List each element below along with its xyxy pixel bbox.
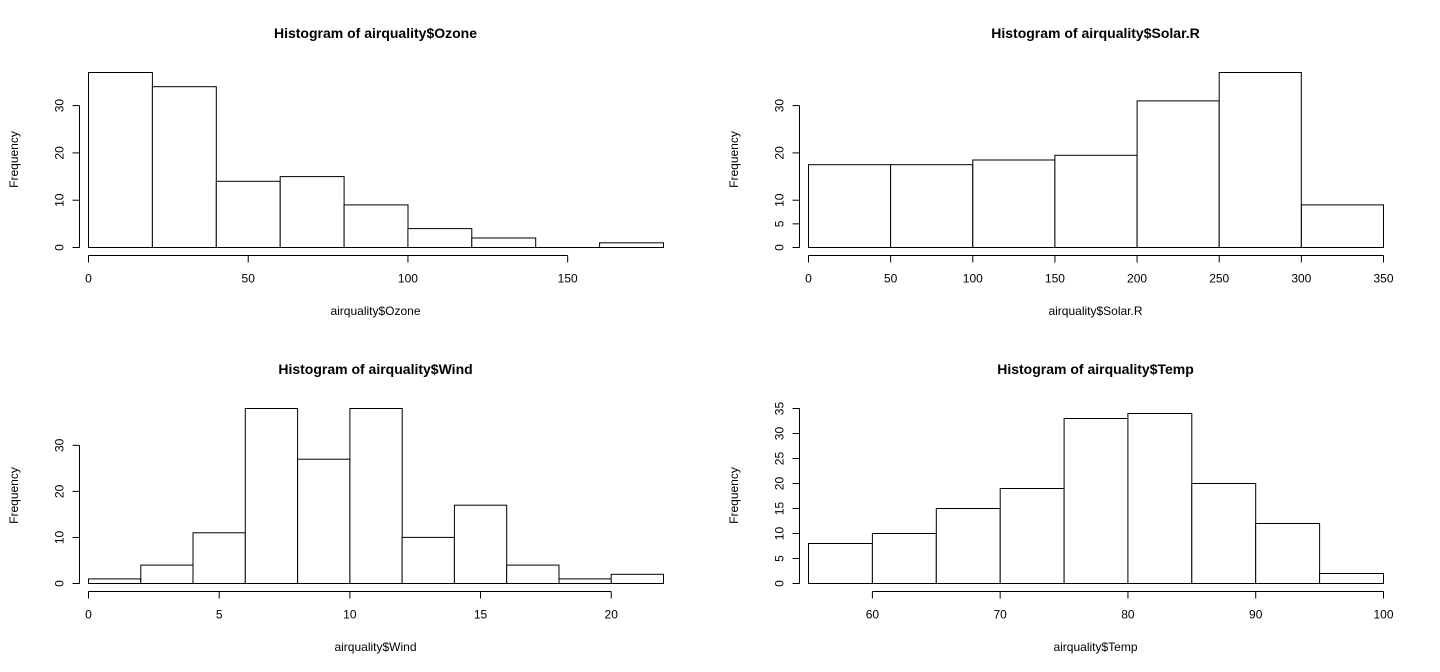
y-axis-label: Frequency <box>7 467 21 524</box>
histogram-bar <box>935 508 1001 584</box>
histogram-panel-4: 60 70 80 90 100 0 5 10 15 20 25 30 35 Histogram of ai… <box>727 361 1394 654</box>
x-tick-label: 350 <box>1373 272 1393 286</box>
x-tick-label: 0 <box>85 608 92 622</box>
histogram-bar <box>610 573 665 584</box>
histogram-bar <box>279 176 345 249</box>
y-tick-label: 30 <box>53 99 67 113</box>
y-tick-label: 10 <box>53 530 67 544</box>
x-axis-label: airquality$Ozone <box>330 304 420 318</box>
x-tick-label: 0 <box>85 272 92 286</box>
histogram-bar <box>1127 413 1193 584</box>
histogram-bar <box>1255 523 1321 584</box>
histogram-bar <box>808 164 892 248</box>
chart-title: Histogram of airquality$Solar.R <box>991 25 1200 41</box>
histogram-bar <box>88 578 142 585</box>
histogram-bar <box>1063 418 1129 584</box>
y-tick-label: 20 <box>53 146 67 160</box>
x-axis-label: airquality$Solar.R <box>1048 304 1142 318</box>
x-tick-label: 50 <box>884 272 898 286</box>
histogram-bar <box>343 204 409 248</box>
x-tick-label: 70 <box>993 608 1007 622</box>
x-tick-label: 150 <box>1045 272 1065 286</box>
y-tick-label: 5 <box>773 220 787 227</box>
y-tick-label: 20 <box>773 477 787 491</box>
x-tick-label: 60 <box>866 608 880 622</box>
histogram-bar <box>558 578 612 585</box>
histogram-bar <box>1136 100 1220 249</box>
histogram-bar <box>1319 573 1384 584</box>
x-tick-label: 250 <box>1209 272 1229 286</box>
y-tick-label: 10 <box>773 527 787 541</box>
x-tick-label: 20 <box>605 608 619 622</box>
histogram-panel-2: 0 50 100 150 200 250 300 350 0 5 10 20 30 Histogram o… <box>727 25 1394 318</box>
histogram-bar <box>407 228 473 249</box>
histogram-bar <box>401 536 455 585</box>
x-tick-label: 100 <box>963 272 983 286</box>
y-tick-label: 30 <box>773 427 787 441</box>
histogram-panel-3: 0 5 10 15 20 0 10 20 30 Histogram of airquality$W… <box>7 361 665 654</box>
x-tick-label: 100 <box>1373 608 1393 622</box>
histogram-bar <box>1054 154 1138 248</box>
chart-title: Histogram of airquality$Ozone <box>274 25 477 41</box>
y-tick-label: 25 <box>773 452 787 466</box>
y-tick-label: 0 <box>773 244 787 251</box>
chart-title: Histogram of airquality$Temp <box>997 361 1194 377</box>
y-tick-label: 0 <box>773 580 787 587</box>
histogram-bar <box>349 408 403 584</box>
histogram-bar <box>140 564 194 584</box>
histogram-bar <box>297 458 351 585</box>
y-tick-label: 35 <box>773 402 787 416</box>
y-axis-label: Frequency <box>7 131 21 188</box>
y-tick-label: 0 <box>53 244 67 251</box>
x-tick-label: 0 <box>805 272 812 286</box>
histogram-bar <box>506 564 560 584</box>
y-tick-label: 15 <box>773 502 787 516</box>
x-tick-label: 15 <box>474 608 488 622</box>
histogram-bar <box>453 504 508 585</box>
y-axis-label: Frequency <box>727 467 741 524</box>
x-tick-label: 90 <box>1249 608 1263 622</box>
histogram-bar <box>151 86 217 248</box>
x-axis-label: airquality$Temp <box>1053 640 1137 654</box>
x-tick-label: 10 <box>343 608 357 622</box>
histogram-bar <box>599 242 664 249</box>
histogram-bar <box>972 159 1056 248</box>
histogram-bar <box>808 543 873 584</box>
x-tick-label: 5 <box>216 608 223 622</box>
y-axis-label: Frequency <box>727 131 741 188</box>
y-tick-label: 5 <box>773 555 787 562</box>
x-tick-label: 50 <box>242 272 256 286</box>
x-tick-label: 150 <box>558 272 578 286</box>
x-tick-label: 300 <box>1291 272 1311 286</box>
histogram-bar <box>999 488 1065 584</box>
histogram-panel-1: 0 50 100 150 0 10 20 30 Histogram of airquality$… <box>7 25 664 318</box>
y-tick-label: 20 <box>773 146 787 160</box>
chart-title: Histogram of airquality$Wind <box>278 361 472 377</box>
x-tick-label: 200 <box>1127 272 1147 286</box>
histogram-bar <box>192 532 246 584</box>
y-tick-label: 30 <box>53 438 67 452</box>
y-tick-label: 0 <box>53 580 67 587</box>
histogram-bar <box>215 180 281 248</box>
histogram-bar <box>471 237 537 248</box>
x-tick-label: 80 <box>1121 608 1135 622</box>
histogram-bar <box>871 533 937 584</box>
y-tick-label: 30 <box>773 99 787 113</box>
histogram-bar <box>1300 204 1385 248</box>
histogram-bar <box>244 408 299 584</box>
x-tick-label: 100 <box>398 272 418 286</box>
histogram-bar <box>1191 483 1257 584</box>
y-tick-label: 20 <box>53 484 67 498</box>
y-tick-label: 10 <box>53 193 67 207</box>
histogram-bar <box>890 164 974 248</box>
histogram-bar <box>1218 72 1302 248</box>
histogram-bar <box>88 72 153 248</box>
x-axis-label: airquality$Wind <box>334 640 416 654</box>
y-tick-label: 10 <box>773 193 787 207</box>
